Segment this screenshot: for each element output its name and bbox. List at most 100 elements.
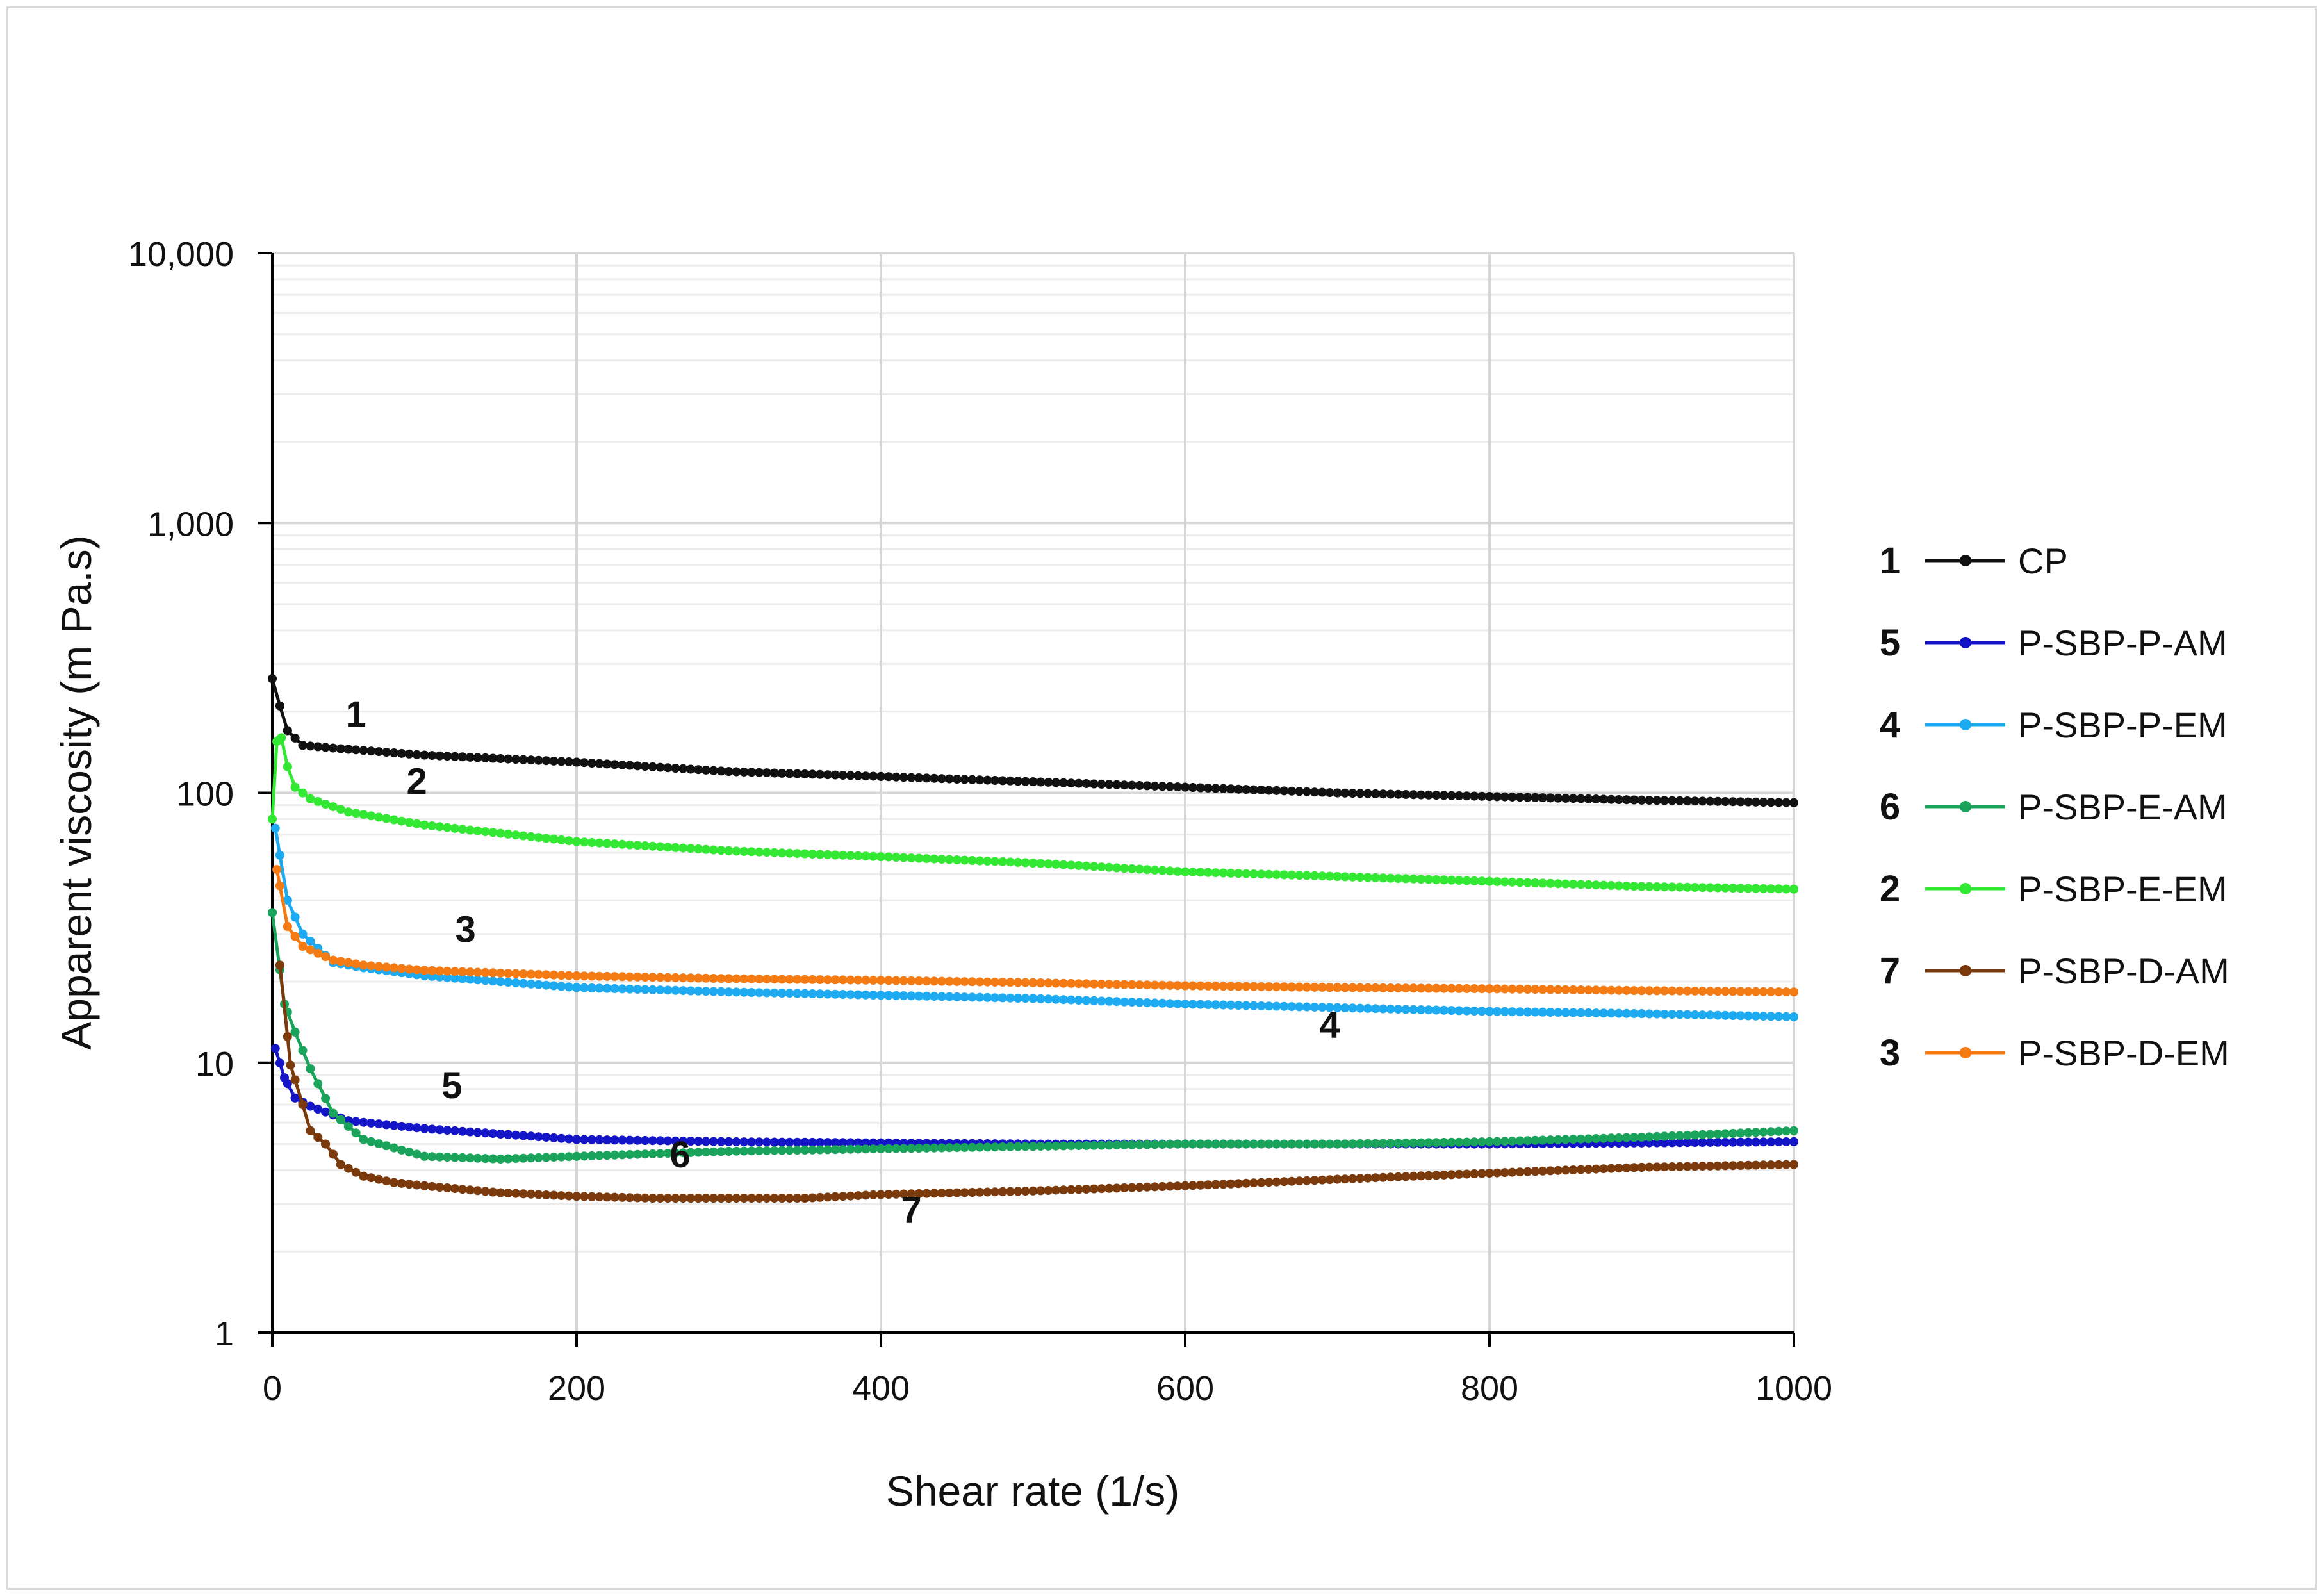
data-point <box>595 971 604 981</box>
data-point <box>298 942 308 951</box>
data-point <box>655 973 665 982</box>
data-point <box>435 1152 445 1162</box>
data-point <box>960 992 969 1002</box>
legend-label: P-SBP-D-EM <box>2018 1033 2229 1073</box>
data-point <box>1424 875 1433 884</box>
data-point <box>648 973 657 982</box>
data-point <box>374 747 384 757</box>
data-point <box>1538 1007 1548 1017</box>
data-point <box>1378 1172 1388 1182</box>
data-point <box>488 1129 498 1139</box>
data-point <box>1401 1172 1411 1181</box>
data-point <box>1044 777 1053 787</box>
data-point <box>329 802 338 812</box>
data-point <box>1309 1139 1319 1149</box>
data-point <box>336 744 345 753</box>
data-point <box>1789 987 1798 997</box>
data-point <box>739 1137 749 1147</box>
data-point <box>1690 1138 1700 1148</box>
data-point <box>1188 981 1197 991</box>
data-point <box>861 990 871 1000</box>
data-point <box>351 1117 361 1126</box>
data-point <box>1195 981 1205 991</box>
data-point <box>1135 1140 1144 1149</box>
data-point <box>1743 987 1753 996</box>
data-point <box>1591 1134 1601 1143</box>
data-point <box>1660 882 1670 892</box>
data-point <box>701 973 710 983</box>
data-point <box>1059 978 1068 988</box>
data-point <box>1614 881 1623 891</box>
data-point <box>610 1150 620 1160</box>
data-point <box>1668 882 1677 892</box>
data-point <box>1165 866 1175 876</box>
data-point <box>1135 998 1144 1007</box>
data-point <box>671 1148 680 1158</box>
data-point <box>1370 983 1380 992</box>
data-point <box>298 929 308 939</box>
data-point <box>541 970 551 980</box>
data-point <box>1431 1138 1441 1148</box>
data-point <box>1264 1178 1274 1187</box>
data-point <box>1013 1187 1022 1196</box>
data-point <box>1766 1127 1776 1137</box>
data-point <box>1523 878 1532 887</box>
data-point <box>1789 1137 1798 1146</box>
data-point <box>1363 983 1372 992</box>
data-point <box>1165 999 1175 1008</box>
data-point <box>480 976 490 985</box>
data-point <box>1515 878 1525 887</box>
data-point <box>1104 1183 1114 1193</box>
data-point <box>572 1192 581 1201</box>
data-point <box>1386 983 1395 992</box>
data-point <box>785 989 794 998</box>
data-point <box>1736 884 1745 893</box>
data-point <box>1568 1165 1578 1174</box>
data-point <box>1135 980 1144 990</box>
data-point <box>549 834 559 844</box>
data-point <box>618 972 627 982</box>
data-point <box>1097 979 1106 989</box>
data-point <box>1036 994 1046 1003</box>
data-point <box>275 701 284 711</box>
data-point <box>420 1124 429 1133</box>
data-point <box>1485 1169 1494 1178</box>
data-point <box>1629 1133 1639 1142</box>
data-point <box>1789 884 1798 894</box>
data-point <box>701 765 710 775</box>
data-point <box>838 771 848 780</box>
curve-number-label: 1 <box>345 694 366 736</box>
data-point <box>663 1136 673 1146</box>
data-point <box>1454 1137 1464 1147</box>
data-point <box>1721 1010 1730 1020</box>
data-point <box>473 1128 482 1137</box>
data-point <box>1652 1009 1662 1019</box>
data-point <box>686 1194 696 1203</box>
data-point <box>1325 871 1334 881</box>
data-point <box>321 1139 331 1149</box>
data-point <box>792 849 802 859</box>
data-point <box>518 1153 528 1163</box>
data-point <box>1637 795 1646 805</box>
data-point <box>1416 875 1426 884</box>
data-point <box>1317 787 1327 797</box>
data-point <box>1759 884 1768 893</box>
data-point <box>625 840 635 850</box>
data-point <box>1279 1001 1289 1011</box>
data-point <box>1492 984 1502 994</box>
data-point <box>1660 1138 1670 1148</box>
data-point <box>1682 1138 1692 1148</box>
data-point <box>268 908 277 917</box>
data-point <box>504 754 513 764</box>
data-point <box>390 1143 398 1153</box>
data-point <box>1226 784 1236 794</box>
data-point <box>1416 1171 1426 1181</box>
data-point <box>1249 982 1258 991</box>
data-point <box>541 980 551 990</box>
data-point <box>1005 978 1015 987</box>
data-point <box>473 1153 482 1163</box>
data-point <box>1386 1139 1395 1148</box>
data-point <box>808 769 817 779</box>
data-point <box>838 850 848 860</box>
data-point <box>769 768 779 778</box>
